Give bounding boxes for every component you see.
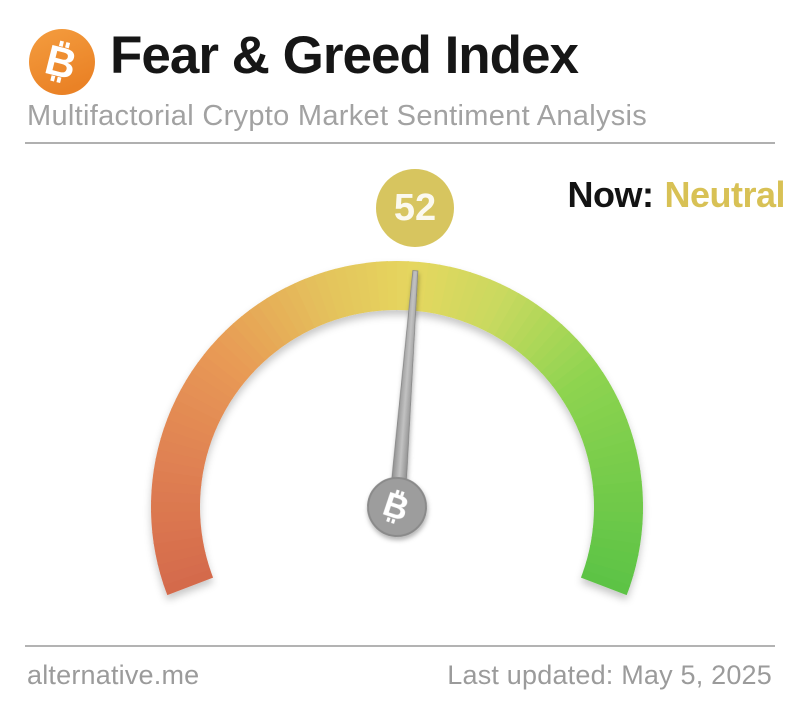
now-label: Now:	[567, 174, 654, 215]
bitcoin-logo-icon: B	[29, 29, 95, 95]
page-subtitle: Multifactorial Crypto Market Sentiment A…	[27, 100, 648, 132]
footer-divider	[25, 645, 775, 647]
classification-label: Neutral	[664, 174, 785, 215]
last-updated-text: Last updated: May 5, 2025	[447, 660, 772, 690]
gauge-value-badge: 52	[376, 169, 454, 247]
gauge-value: 52	[393, 186, 437, 229]
site-link[interactable]: alternative.me	[27, 660, 200, 690]
current-status: Now: Neutral	[567, 174, 785, 216]
gauge-needle: B	[367, 270, 427, 537]
header-divider	[25, 142, 775, 144]
page-title: Fear & Greed Index	[110, 26, 579, 85]
